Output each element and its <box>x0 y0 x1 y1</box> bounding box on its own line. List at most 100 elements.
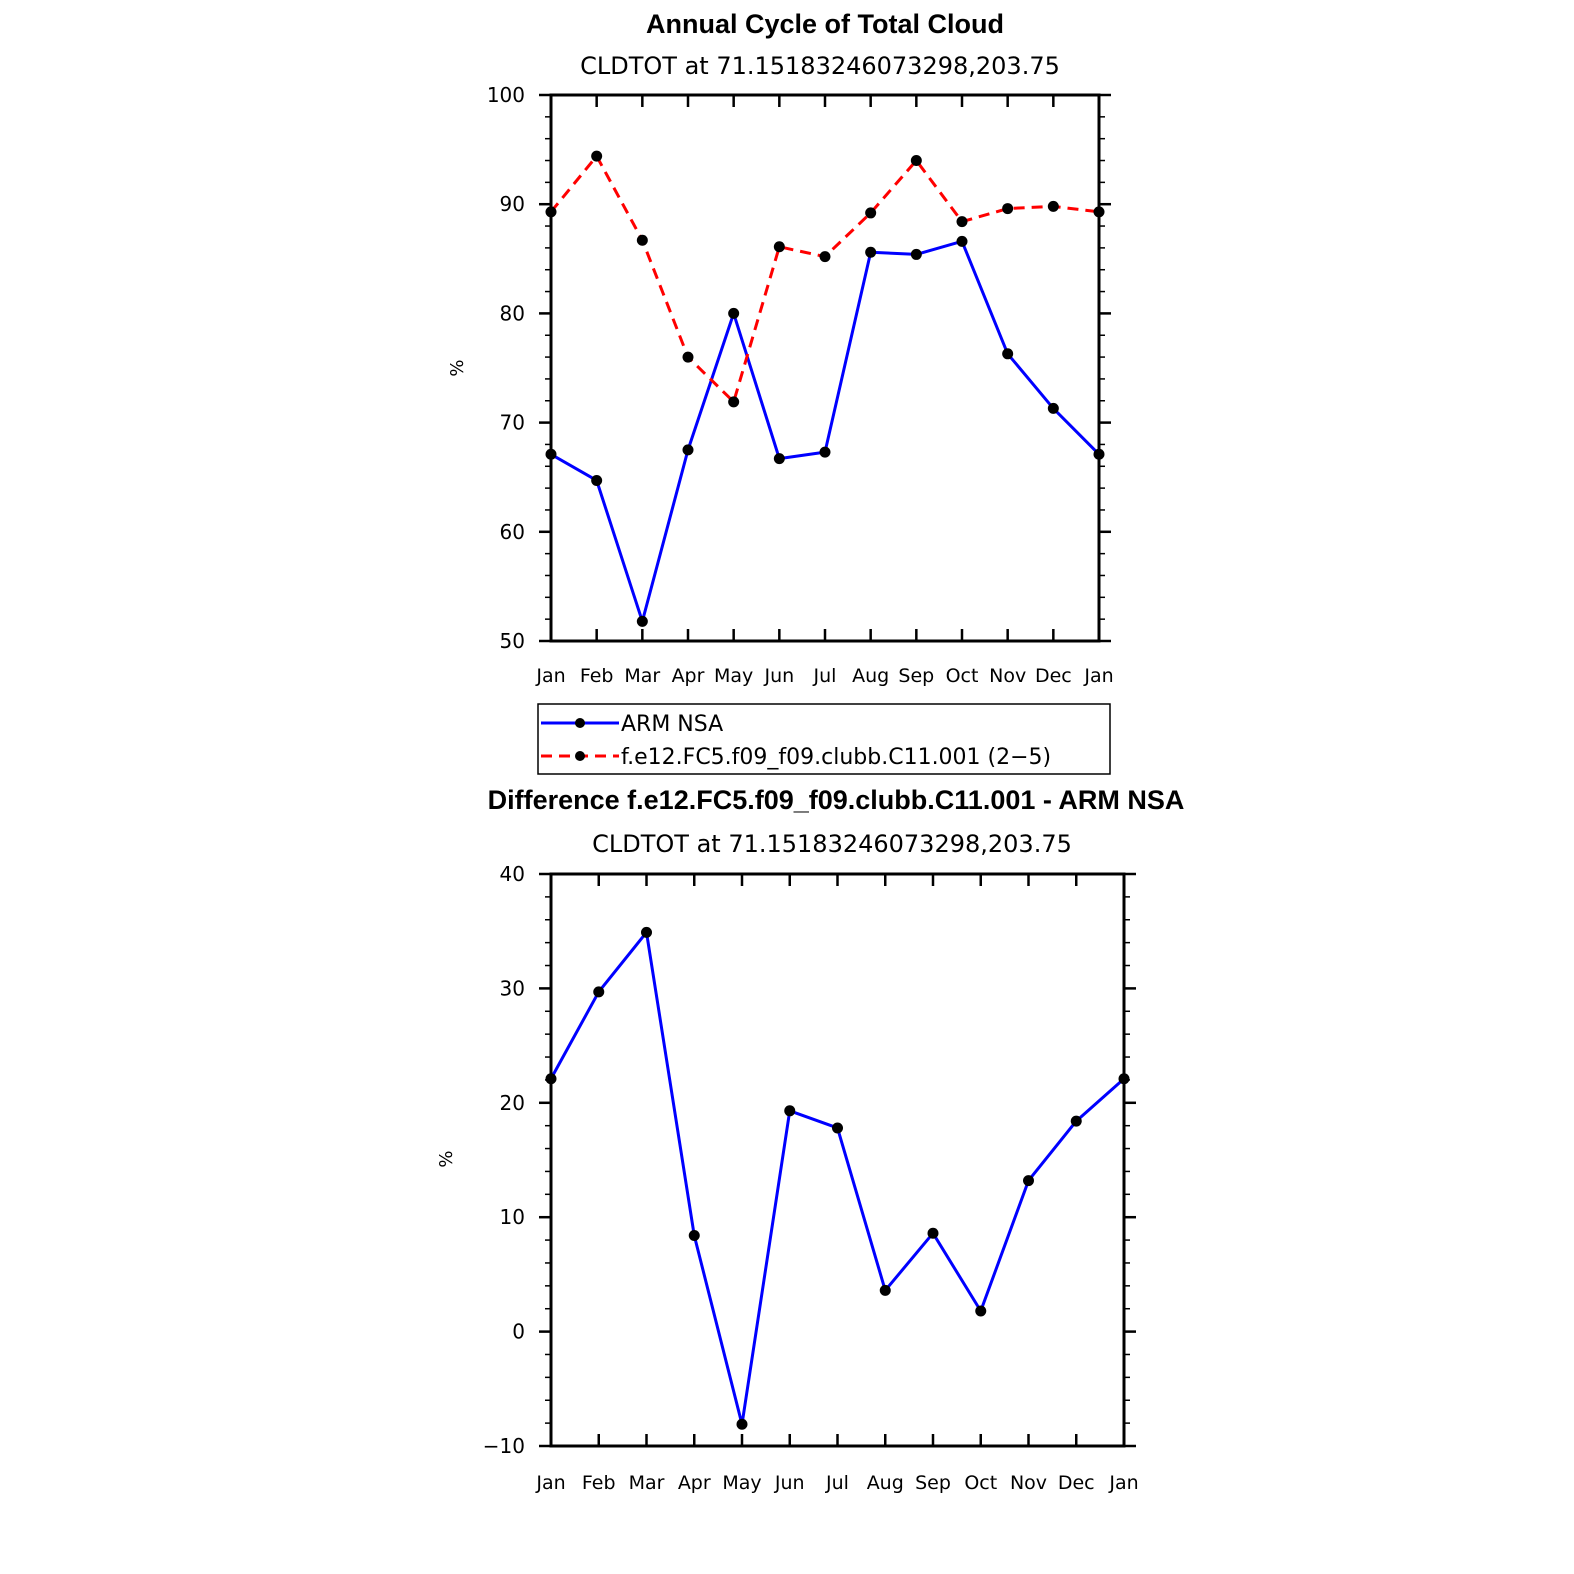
data-point <box>682 444 694 456</box>
x-tick-label: Feb <box>582 1472 616 1494</box>
data-point <box>545 206 557 218</box>
chart-annual-cycle: Annual Cycle of Total Cloud CLDTOT at 71… <box>447 9 1114 775</box>
axis-ticks <box>539 93 1111 643</box>
y-tick-label: 0 <box>512 1320 525 1344</box>
data-point <box>636 615 648 627</box>
x-tick-label: Jan <box>1108 1472 1138 1494</box>
data-point <box>1023 1175 1034 1187</box>
y-tick-label: 30 <box>500 976 525 1000</box>
series-group <box>545 150 1105 627</box>
data-point <box>545 1073 557 1085</box>
data-point <box>773 453 785 465</box>
y-axis-label: % <box>436 1150 457 1167</box>
chart-title: Annual Cycle of Total Cloud <box>646 9 1004 39</box>
y-tick-label: 70 <box>500 411 525 435</box>
y-tick-label: 40 <box>500 862 525 886</box>
chart-subtitle: CLDTOT at 71.15183246073298,203.75 <box>592 830 1072 858</box>
x-tick-label: Apr <box>672 665 705 687</box>
y-tick-labels: −10 0 10 20 30 40 <box>483 862 525 1458</box>
y-tick-label: 50 <box>500 629 525 653</box>
x-tick-labels: Jan Feb Mar Apr May Jun Jul Aug Sep Oct Nov Dec Jan <box>535 1472 1138 1494</box>
data-point <box>784 1105 796 1117</box>
data-point <box>956 235 968 247</box>
x-tick-label: Mar <box>629 1472 665 1494</box>
legend: ARM NSA f.e12.FC5.f09_f09.clubb.C11.001 … <box>537 703 1111 775</box>
x-tick-label: Oct <box>946 665 979 687</box>
y-tick-label: 20 <box>500 1091 525 1115</box>
x-tick-label: Sep <box>915 1472 951 1494</box>
x-tick-label: Oct <box>964 1472 997 1494</box>
y-tick-label: 80 <box>500 301 525 325</box>
chart-subtitle: CLDTOT at 71.15183246073298,203.75 <box>580 52 1060 80</box>
data-point <box>688 1230 700 1242</box>
plot-frame <box>549 872 1126 1448</box>
data-point <box>773 241 785 253</box>
data-point <box>865 246 877 258</box>
y-tick-label: 60 <box>500 520 525 544</box>
x-tick-label: Aug <box>867 1472 904 1494</box>
y-tick-label: 10 <box>500 1205 525 1229</box>
data-point <box>545 448 557 460</box>
chart-title: Difference f.e12.FC5.f09_f09.clubb.C11.0… <box>488 785 1185 815</box>
data-point <box>910 155 922 167</box>
x-tick-label: Sep <box>898 665 934 687</box>
x-tick-label: Jun <box>774 1472 805 1494</box>
legend-label-arm: ARM NSA <box>621 712 723 737</box>
x-tick-label: Aug <box>852 665 889 687</box>
x-tick-label: Apr <box>678 1472 711 1494</box>
data-point <box>956 216 968 228</box>
x-tick-label: Dec <box>1058 1472 1095 1494</box>
plot-frame <box>549 93 1101 643</box>
x-tick-label: May <box>714 665 753 687</box>
series-group <box>545 926 1130 1430</box>
data-point <box>641 926 652 938</box>
x-tick-label: Jun <box>763 665 794 687</box>
data-point <box>682 351 694 363</box>
data-point <box>865 207 877 219</box>
legend-label-model: f.e12.FC5.f09_f09.clubb.C11.001 (2−5) <box>621 745 1051 770</box>
y-axis-label: % <box>447 359 468 376</box>
data-point <box>728 396 740 408</box>
x-tick-label: Jan <box>535 1472 565 1494</box>
x-tick-label: Jul <box>813 665 837 687</box>
data-point <box>1047 402 1059 414</box>
data-point <box>591 474 603 486</box>
legend-marker-arm <box>575 718 585 728</box>
y-tick-labels: 50 60 70 80 90 100 <box>487 83 525 653</box>
data-point <box>636 234 648 246</box>
x-tick-label: Feb <box>580 665 614 687</box>
series-line-difference <box>549 930 1125 1426</box>
data-point <box>1118 1073 1130 1085</box>
chart-difference: Difference f.e12.FC5.f09_f09.clubb.C11.0… <box>436 785 1184 1494</box>
y-tick-label: −10 <box>483 1434 525 1458</box>
y-tick-label: 90 <box>500 192 525 216</box>
legend-box <box>537 703 1111 775</box>
data-point <box>927 1227 939 1239</box>
series-line-arm-nsa <box>550 239 1101 623</box>
x-tick-label: May <box>722 1472 761 1494</box>
data-point <box>1093 448 1105 460</box>
data-point <box>819 446 831 458</box>
x-tick-label: Dec <box>1035 665 1072 687</box>
data-point <box>975 1305 987 1317</box>
data-point <box>593 986 605 998</box>
x-tick-label: Jan <box>1083 665 1113 687</box>
data-point <box>879 1284 891 1296</box>
x-tick-label: Jan <box>535 665 565 687</box>
x-tick-labels: Jan Feb Mar Apr May Jun Jul Aug Sep Oct Nov Dec Jan <box>535 665 1113 687</box>
data-point <box>1002 348 1014 360</box>
data-point <box>736 1418 748 1430</box>
legend-marker-model <box>575 751 585 761</box>
data-point <box>591 150 603 162</box>
data-point <box>819 251 831 263</box>
data-point <box>1047 200 1059 212</box>
data-point <box>728 307 740 319</box>
data-point <box>910 248 922 260</box>
data-point <box>1070 1115 1082 1127</box>
x-tick-label: Mar <box>624 665 660 687</box>
data-point <box>1093 206 1105 218</box>
x-tick-label: Nov <box>989 665 1026 687</box>
data-point <box>1002 203 1014 215</box>
x-tick-label: Nov <box>1010 1472 1047 1494</box>
